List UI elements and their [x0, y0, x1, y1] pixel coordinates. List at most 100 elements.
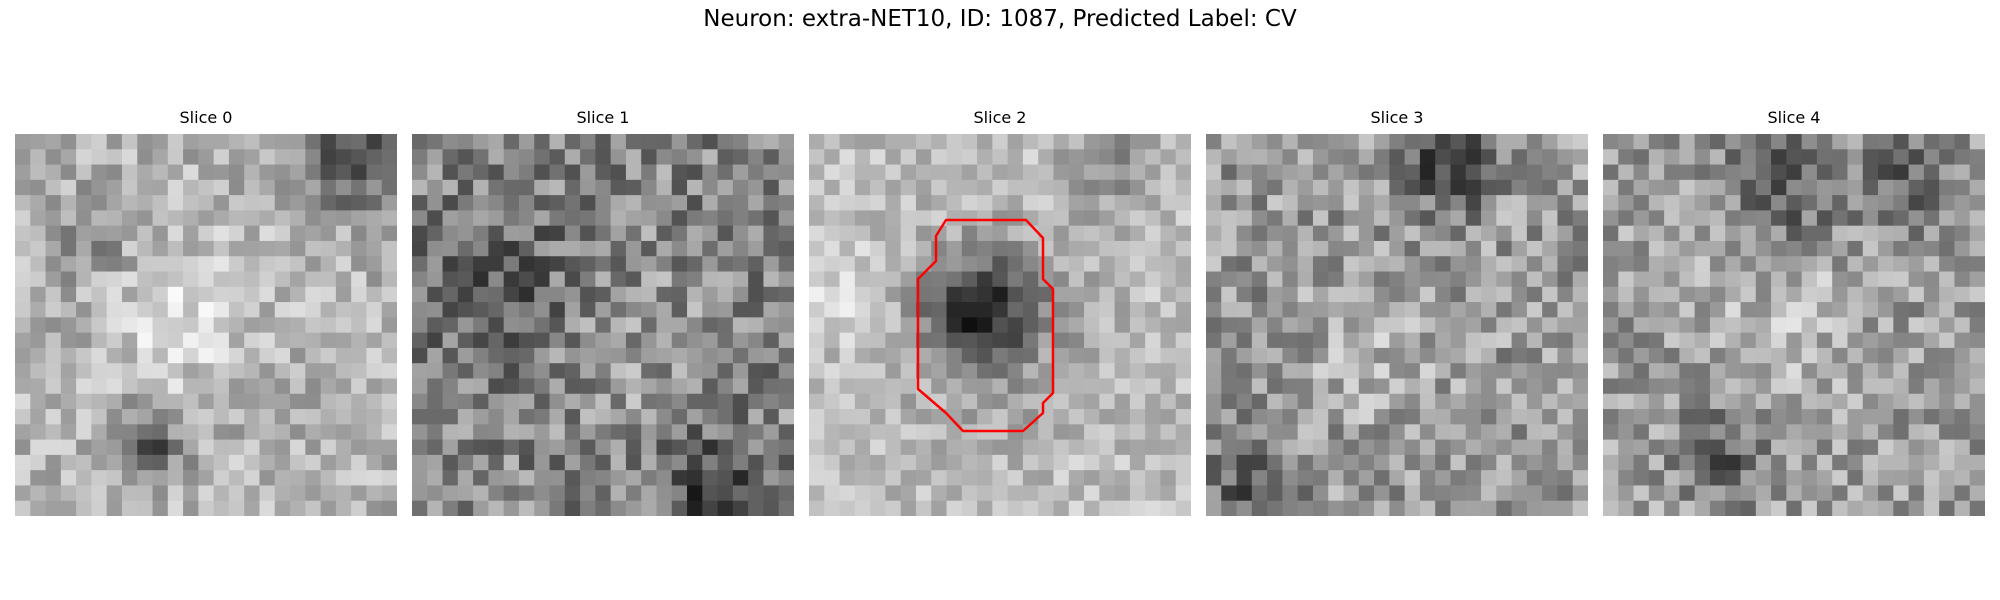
pixel-cell — [809, 134, 825, 150]
pixel-cell — [854, 149, 871, 166]
pixel-cell — [518, 424, 535, 441]
pixel-cell — [305, 286, 322, 303]
pixel-cell — [1297, 164, 1314, 181]
pixel-cell — [152, 409, 169, 425]
pixel-cell — [1679, 485, 1696, 502]
pixel-cell — [1648, 134, 1665, 150]
pixel-cell — [1664, 409, 1680, 425]
pixel-cell — [290, 256, 306, 273]
pixel-cell — [366, 347, 383, 364]
pixel-cell — [1648, 454, 1665, 471]
pixel-cell — [442, 179, 459, 196]
pixel-cell — [60, 149, 77, 166]
pixel-cell — [1358, 302, 1375, 318]
pixel-cell — [595, 378, 612, 395]
pixel-cell — [1542, 302, 1559, 318]
pixel-cell — [1557, 134, 1574, 150]
pixel-cell — [1740, 164, 1757, 181]
pixel-cell — [1969, 363, 1985, 380]
pixel-cell — [1908, 409, 1925, 425]
pixel-cell — [1801, 149, 1818, 166]
pixel-cell — [1755, 179, 1772, 196]
pixel-cell — [885, 210, 902, 227]
pixel-cell — [610, 134, 627, 150]
pixel-cell — [1236, 470, 1253, 487]
pixel-cell — [198, 347, 215, 364]
pixel-cell — [60, 500, 77, 516]
pixel-cell — [809, 393, 825, 410]
pixel-cell — [946, 271, 963, 288]
pixel-cell — [1099, 225, 1116, 242]
pixel-cell — [244, 332, 261, 349]
pixel-cell — [1740, 439, 1757, 456]
pixel-cell — [1358, 378, 1375, 395]
pixel-cell — [1740, 409, 1757, 425]
pixel-cell — [1435, 347, 1452, 364]
pixel-cell — [1038, 424, 1055, 441]
pixel-cell — [76, 424, 92, 441]
pixel-cell — [595, 240, 612, 257]
pixel-cell — [1618, 286, 1635, 303]
pixel-cell — [45, 195, 62, 211]
pixel-cell — [702, 134, 719, 150]
pixel-cell — [1572, 286, 1588, 303]
figure-title: Neuron: extra-NET10, ID: 1087, Predicted… — [703, 6, 1297, 32]
pixel-cell — [1145, 134, 1162, 150]
pixel-cell — [824, 500, 841, 516]
pixel-cell — [1923, 393, 1940, 410]
pixel-cell — [1297, 454, 1314, 471]
pixel-cell — [1099, 149, 1116, 166]
pixel-cell — [442, 195, 459, 211]
pixel-cell — [152, 485, 169, 502]
pixel-cell — [335, 332, 352, 349]
pixel-cell — [1633, 470, 1650, 487]
pixel-cell — [290, 164, 306, 181]
pixel-cell — [1358, 164, 1375, 181]
pixel-cell — [1908, 271, 1925, 288]
pixel-cell — [915, 393, 932, 410]
pixel-cell — [1206, 302, 1222, 318]
pixel-cell — [610, 179, 627, 196]
pixel-cell — [30, 393, 47, 410]
pixel-cell — [1908, 393, 1925, 410]
pixel-cell — [1939, 363, 1956, 380]
pixel-cell — [870, 302, 886, 318]
pixel-cell — [1206, 485, 1222, 502]
pixel-cell — [1450, 134, 1467, 150]
pixel-cell — [1496, 470, 1513, 487]
pixel-cell — [1771, 393, 1787, 410]
pixel-cell — [641, 149, 658, 166]
pixel-cell — [244, 134, 261, 150]
pixel-cell — [1557, 485, 1574, 502]
pixel-cell — [1267, 225, 1283, 242]
pixel-cell — [60, 240, 77, 257]
pixel-cell — [717, 378, 734, 395]
pixel-cell — [335, 363, 352, 380]
pixel-cell — [381, 149, 397, 166]
pixel-cell — [1007, 271, 1024, 288]
pixel-cell — [946, 332, 963, 349]
pixel-cell — [915, 485, 932, 502]
pixel-cell — [1771, 149, 1787, 166]
pixel-cell — [183, 240, 199, 257]
pixel-cell — [1679, 393, 1696, 410]
pixel-cell — [564, 439, 581, 456]
pixel-cell — [228, 302, 245, 318]
pixel-cell — [1145, 393, 1162, 410]
pixel-cell — [381, 424, 397, 441]
pixel-cell — [473, 485, 489, 502]
pixel-cell — [1709, 454, 1726, 471]
pixel-cell — [595, 179, 612, 196]
pixel-cell — [641, 378, 658, 395]
pixel-cell — [473, 424, 489, 441]
pixel-cell — [1221, 302, 1238, 318]
pixel-cell — [503, 134, 520, 150]
pixel-cell — [1465, 439, 1482, 456]
pixel-cell — [961, 134, 978, 150]
pixel-cell — [717, 424, 734, 441]
pixel-cell — [1526, 195, 1543, 211]
pixel-cell — [1038, 149, 1055, 166]
pixel-cell — [839, 409, 856, 425]
pixel-cell — [977, 317, 993, 334]
pixel-cell — [732, 210, 749, 227]
